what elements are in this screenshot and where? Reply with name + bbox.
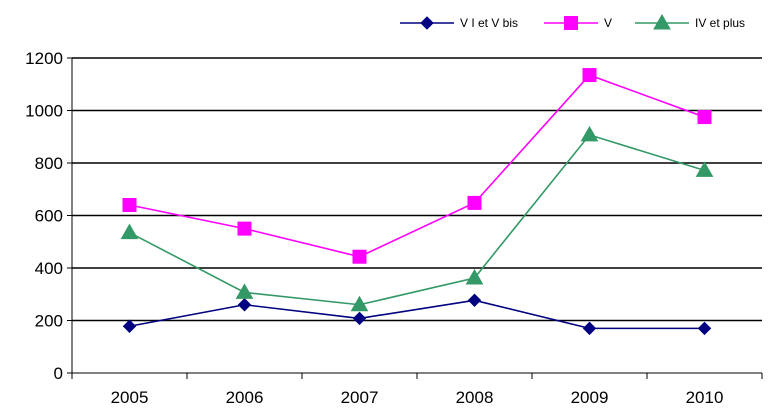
data-point: [237, 221, 252, 236]
data-point: [580, 125, 599, 142]
legend-item: V I et V bis: [400, 16, 518, 30]
legend: V I et V bis V IV et plus: [400, 13, 745, 30]
gridlines: [72, 57, 762, 322]
y-tick-label: 0: [54, 364, 63, 383]
data-point: [582, 321, 597, 336]
series-line: [129, 133, 705, 306]
data-point: [697, 321, 712, 336]
data-point: [235, 283, 254, 299]
data-point: [467, 195, 482, 210]
series-2: [120, 125, 714, 312]
data-point: [697, 110, 712, 125]
x-tick-label: 2005: [111, 388, 149, 407]
data-point: [582, 68, 597, 83]
series-1: [122, 68, 712, 264]
series-lines: [120, 68, 714, 336]
legend-item: IV et plus: [635, 13, 745, 30]
data-point: [352, 311, 367, 326]
data-point: [350, 295, 369, 312]
y-tick-label: 600: [35, 207, 63, 226]
x-tick-label: 2008: [456, 388, 494, 407]
y-tick-label: 400: [35, 259, 63, 278]
data-point: [122, 319, 137, 333]
legend-label: IV et plus: [695, 16, 745, 30]
legend-item: V: [544, 16, 612, 30]
data-point: [122, 198, 137, 212]
series-line: [129, 299, 705, 330]
x-tick-label: 2010: [686, 388, 724, 407]
legend-label: V: [604, 16, 612, 30]
data-point: [237, 298, 252, 312]
data-point: [465, 268, 484, 285]
y-tick-label: 800: [35, 154, 63, 173]
y-tick-label: 200: [35, 312, 63, 331]
legend-marker: [653, 13, 671, 30]
data-point: [352, 249, 367, 264]
series-line: [129, 74, 705, 258]
data-point: [467, 293, 482, 307]
legend-label: V I et V bis: [460, 16, 518, 30]
x-tick-label: 2007: [341, 388, 379, 407]
axes: 0 200 400 600 800 1000 1200 2005 2006 2007 2008 200…: [25, 49, 763, 407]
data-point: [695, 161, 714, 177]
y-tick-label: 1200: [25, 49, 63, 68]
legend-marker: [420, 16, 434, 30]
x-tick-label: 2009: [571, 388, 609, 407]
legend-marker: [564, 16, 578, 30]
x-tick-label: 2006: [226, 388, 264, 407]
y-tick-label: 1000: [25, 102, 63, 121]
data-point: [120, 223, 139, 240]
series-0: [122, 293, 712, 336]
